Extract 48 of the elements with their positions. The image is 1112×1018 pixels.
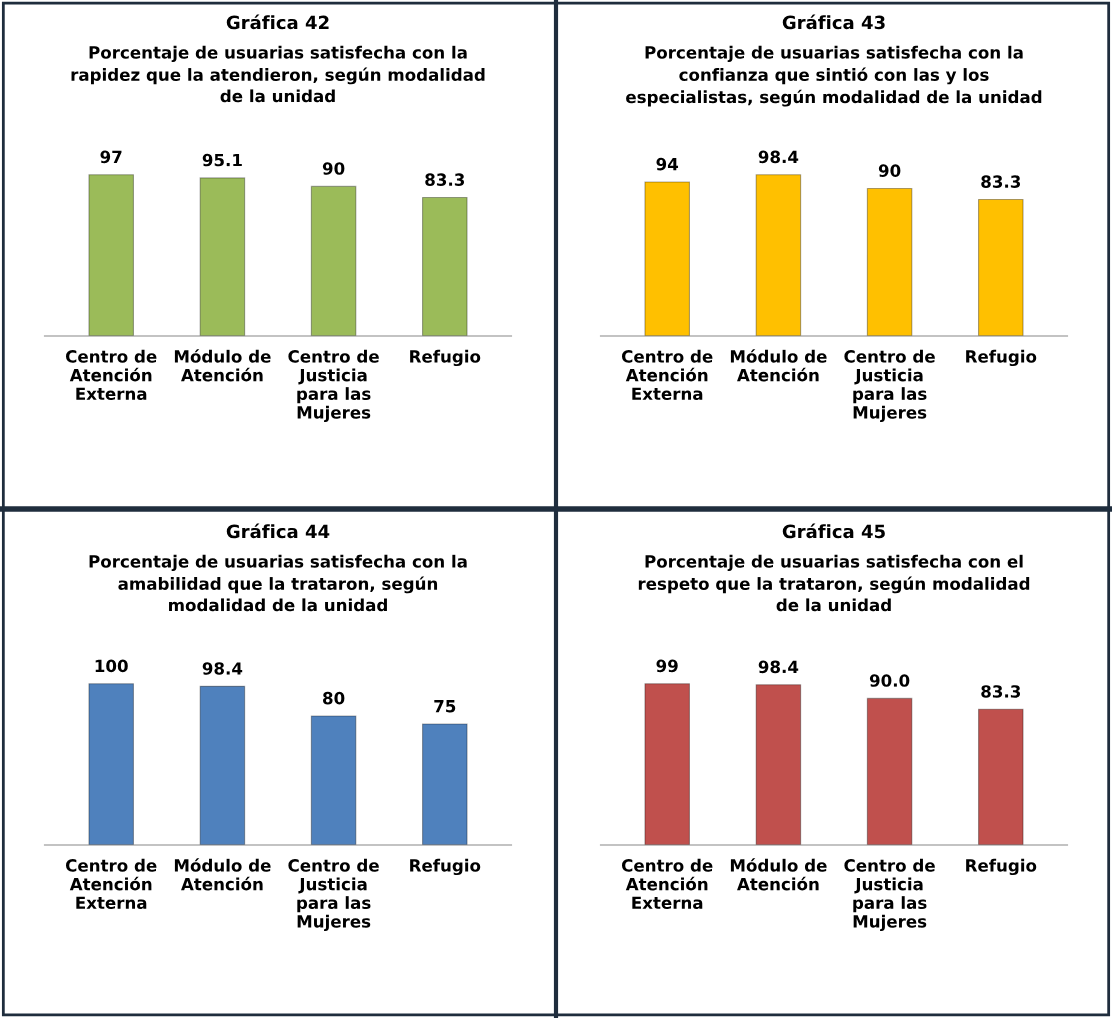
- x-tick-label: Módulo de Atención: [730, 349, 827, 382]
- x-tick-label: Refugio: [966, 349, 1037, 367]
- chart-title: Gráfica 44: [226, 523, 330, 539]
- bar: [644, 683, 690, 845]
- x-tick-label: Refugio: [410, 858, 481, 876]
- x-tick-label: Módulo de Atención: [174, 349, 271, 382]
- x-tick-label: Centro de Justicia para las Mujeres: [288, 349, 379, 423]
- data-label: 100: [95, 659, 128, 673]
- x-tick-label: Centro de Justicia para las Mujeres: [844, 349, 935, 423]
- chart-title: Gráfica 42: [226, 14, 329, 30]
- data-label: 98.4: [758, 660, 799, 674]
- bar: [422, 723, 468, 845]
- x-tick-label: Centro de Justicia para las Mujeres: [844, 858, 935, 932]
- x-tick-label: Refugio: [410, 349, 481, 367]
- x-tick-label: Módulo de Atención: [174, 858, 271, 891]
- x-tick-label: Centro de Atención Externa: [621, 858, 713, 910]
- data-label: 95.1: [202, 153, 242, 167]
- x-tick-label: Módulo de Atención: [730, 858, 827, 891]
- data-label: 83.3: [981, 685, 1021, 698]
- bar: [199, 685, 246, 845]
- data-label: 98.4: [202, 662, 243, 675]
- data-label: 83.3: [425, 173, 465, 186]
- x-tick-label: Centro de Atención Externa: [65, 349, 157, 401]
- data-label: 90.0: [869, 674, 910, 687]
- chart-subtitle: Porcentaje de usuarias satisfecha con la confianza que sintió con las y los especialistas, según modalidad de la unidad: [626, 45, 1042, 107]
- bar: [310, 715, 357, 845]
- chart-subtitle: Porcentaje de usuarias satisfecha con la rapidez que la atendieron, según modalidad de la unidad: [71, 45, 485, 103]
- bar: [978, 708, 1024, 845]
- data-label: 83.3: [981, 175, 1021, 188]
- data-label: 75: [434, 700, 456, 713]
- data-label: 90: [322, 162, 345, 175]
- x-tick-label: Centro de Atención Externa: [621, 349, 713, 401]
- bar: [866, 697, 913, 845]
- chart-title: Gráfica 45: [782, 523, 885, 539]
- x-tick-label: Refugio: [966, 858, 1037, 876]
- data-label: 98.4: [758, 150, 799, 164]
- data-label: 99: [656, 659, 678, 673]
- chart-subtitle: Porcentaje de usuarias satisfecha con la amabilidad que la trataron, según modalidad de la unidad: [89, 554, 467, 612]
- data-label: 97: [100, 150, 122, 164]
- x-tick-label: Centro de Justicia para las Mujeres: [288, 858, 379, 932]
- x-tick-label: Centro de Atención Externa: [65, 858, 157, 910]
- bar: [88, 683, 134, 845]
- data-label: 94: [656, 157, 679, 171]
- data-label: 90: [878, 164, 901, 177]
- bar: [755, 684, 802, 845]
- data-label: 80: [323, 691, 345, 705]
- chart-subtitle: Porcentaje de usuarias satisfecha con el respeto que la trataron, según modalidad de la unidad: [638, 554, 1030, 612]
- chart-title: Gráfica 43: [782, 14, 885, 30]
